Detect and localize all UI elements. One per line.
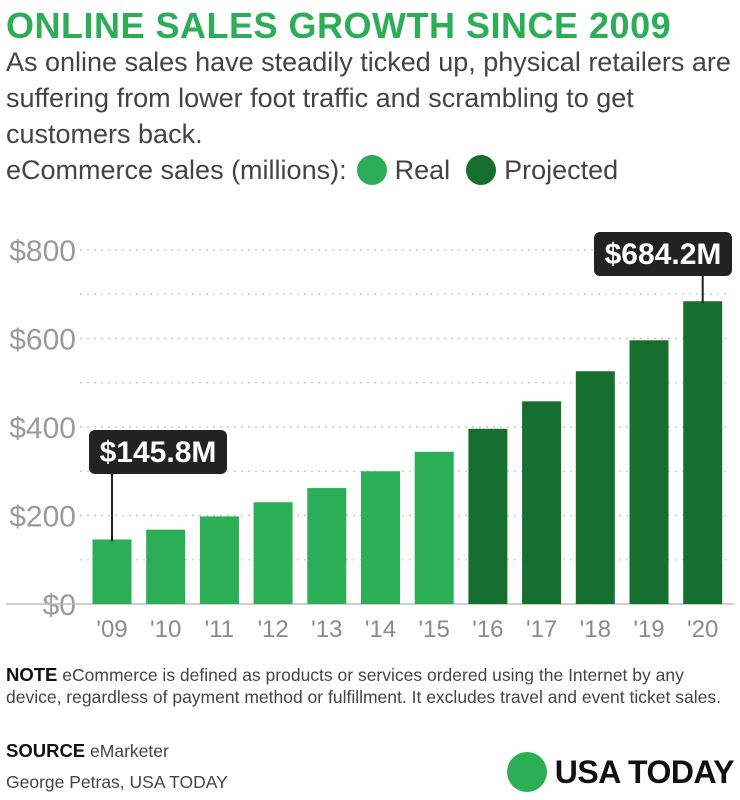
- note-label: NOTE: [6, 664, 58, 685]
- bar: [468, 428, 508, 604]
- source: SOURCE eMarketer: [6, 740, 169, 762]
- bar: [522, 401, 562, 604]
- brand-dot-icon: [506, 752, 547, 792]
- bar: [575, 371, 615, 604]
- y-tick-label: $600: [9, 324, 76, 357]
- brand-logo: USA TODAY: [506, 752, 735, 792]
- x-tick-label: '11: [205, 616, 235, 643]
- bar: [92, 539, 132, 604]
- x-tick-label: '10: [150, 616, 181, 643]
- x-tick-label: '09: [96, 616, 127, 643]
- x-tick-label: '17: [526, 616, 557, 643]
- x-tick-label: '18: [580, 616, 611, 643]
- bar: [361, 471, 400, 604]
- chart-subtitle: As online sales have steadily ticked up,…: [6, 47, 731, 149]
- byline: George Petras, USA TODAY: [6, 772, 228, 792]
- y-tick-label: $0: [43, 589, 76, 622]
- brand-wordmark: USA TODAY: [554, 753, 735, 790]
- y-tick-label: $800: [9, 235, 76, 268]
- legend-swatch-real: [356, 155, 387, 185]
- x-tick-label: '19: [633, 616, 664, 643]
- x-tick-label: '15: [419, 616, 450, 643]
- x-tick-label: '12: [257, 616, 288, 643]
- x-tick-label: '16: [472, 616, 503, 643]
- legend-prefix: eCommerce sales (millions):: [6, 155, 347, 185]
- bar: [683, 301, 723, 604]
- callout-box: [89, 430, 227, 474]
- callout-box: [594, 232, 732, 276]
- legend-swatch-projected: [466, 155, 497, 185]
- legend-label-real: Real: [394, 155, 451, 185]
- source-label: SOURCE: [6, 740, 86, 761]
- x-tick-label: '20: [687, 616, 718, 643]
- note: NOTE eCommerce is defined as products or…: [6, 664, 736, 708]
- bar: [199, 516, 239, 604]
- bar: [307, 488, 347, 604]
- y-tick-label: $200: [9, 501, 76, 534]
- source-text: eMarketer: [90, 741, 169, 761]
- bar: [629, 340, 669, 604]
- chart-title: ONLINE SALES GROWTH SINCE 2009: [6, 5, 672, 46]
- callout-label: $684.2M: [605, 238, 722, 271]
- legend-label-projected: Projected: [504, 155, 619, 185]
- bar-chart: $0 $200 $400 $600 $800 '09 '10 '11 '12 '13 '14 '15 '…: [6, 232, 734, 643]
- x-tick-label: '13: [311, 616, 342, 643]
- bar: [146, 529, 186, 604]
- bar: [253, 502, 293, 604]
- note-text: eCommerce is defined as products or serv…: [6, 665, 721, 707]
- legend: eCommerce sales (millions): Real Project…: [6, 152, 624, 188]
- x-tick-label: '14: [365, 616, 396, 643]
- callout-label: $145.8M: [100, 436, 217, 469]
- y-tick-label: $400: [9, 412, 76, 445]
- bar: [414, 451, 454, 604]
